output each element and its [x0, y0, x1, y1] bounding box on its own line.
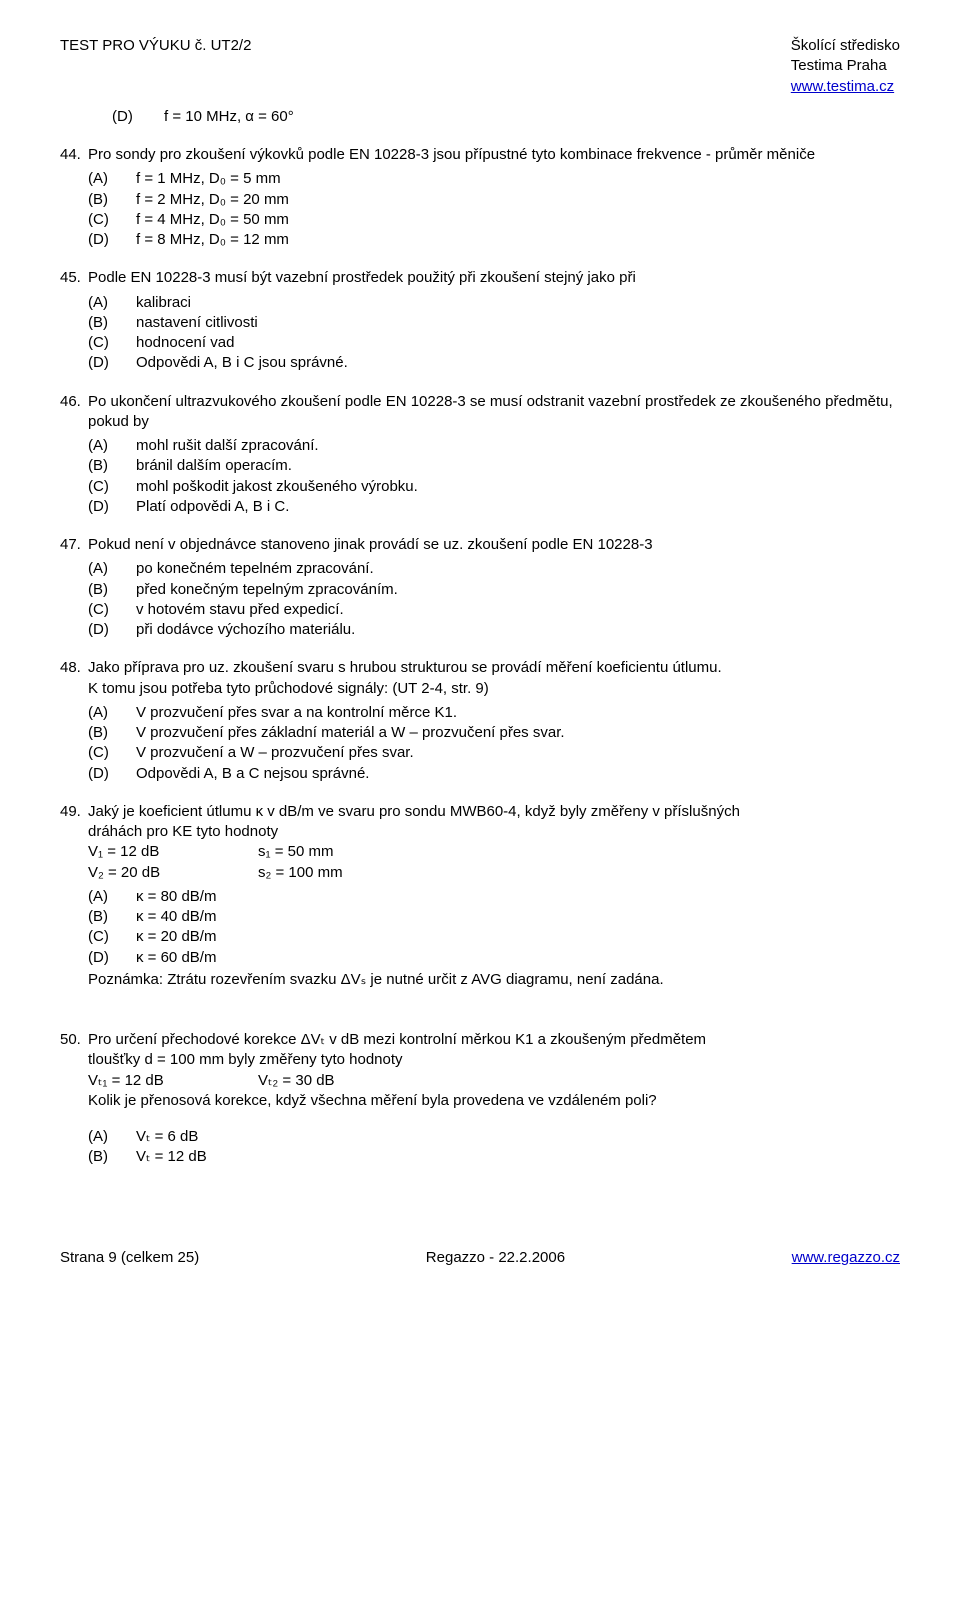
question-50: 50. Pro určení přechodové korekce ΔVₜ v … — [60, 1030, 900, 1168]
answer-a: (A)Vₜ = 6 dB — [88, 1127, 900, 1147]
question-number: 50. — [60, 1030, 88, 1111]
question-48: 48. Jako příprava pro uz. zkoušení svaru… — [60, 658, 900, 784]
question-46: 46. Po ukončení ultrazvukového zkoušení … — [60, 392, 900, 518]
question-stem: Pro sondy pro zkoušení výkovků podle EN … — [88, 145, 900, 165]
header-link[interactable]: www.testima.cz — [791, 78, 894, 95]
question-45: 45. Podle EN 10228-3 musí být vazební pr… — [60, 268, 900, 373]
orphan-answer-d: (D) f = 10 MHz, α = 60° — [60, 107, 900, 127]
answer-d: (D)při dodávce výchozího materiálu. — [88, 620, 900, 640]
answer-b: (B)bránil dalším operacím. — [88, 456, 900, 476]
question-49: 49. Jaký je koeficient útlumu κ v dB/m v… — [60, 802, 900, 990]
question-number: 47. — [60, 535, 88, 555]
org-name-1: Školící středisko — [791, 36, 900, 56]
answer-d: (D)f = 8 MHz, D₀ = 12 mm — [88, 230, 900, 250]
answer-b: (B)κ = 40 dB/m — [88, 907, 900, 927]
answer-d: (D)κ = 60 dB/m — [88, 948, 900, 968]
question-note: Poznámka: Ztrátu rozevřením svazku ΔVₛ j… — [88, 970, 900, 990]
org-name-2: Testima Praha — [791, 56, 900, 76]
header-left: TEST PRO VÝUKU č. UT2/2 — [60, 36, 251, 97]
page-footer: Strana 9 (celkem 25) Regazzo - 22.2.2006… — [60, 1248, 900, 1268]
answer-c: (C)hodnocení vad — [88, 333, 900, 353]
question-44: 44. Pro sondy pro zkoušení výkovků podle… — [60, 145, 900, 250]
footer-link[interactable]: www.regazzo.cz — [792, 1248, 900, 1268]
answer-b: (B)nastavení citlivosti — [88, 313, 900, 333]
question-47: 47. Pokud není v objednávce stanoveno ji… — [60, 535, 900, 640]
header-right: Školící středisko Testima Praha www.test… — [791, 36, 900, 97]
answer-a: (A)kalibraci — [88, 293, 900, 313]
answer-a: (A)f = 1 MHz, D₀ = 5 mm — [88, 169, 900, 189]
answer-c: (C)f = 4 MHz, D₀ = 50 mm — [88, 210, 900, 230]
answer-b: (B)Vₜ = 12 dB — [88, 1147, 900, 1167]
answer-b: (B)před konečným tepelným zpracováním. — [88, 580, 900, 600]
footer-center: Regazzo - 22.2.2006 — [426, 1248, 565, 1268]
answer-c: (C)κ = 20 dB/m — [88, 927, 900, 947]
answer-a: (A)po konečném tepelném zpracování. — [88, 559, 900, 579]
question-stem: Pokud není v objednávce stanoveno jinak … — [88, 535, 900, 555]
answer-b: (B)V prozvučení přes základní materiál a… — [88, 723, 900, 743]
answer-c: (C)mohl poškodit jakost zkoušeného výrob… — [88, 477, 900, 497]
page-header: TEST PRO VÝUKU č. UT2/2 Školící středisk… — [60, 36, 900, 97]
answer-c: (C)V prozvučení a W – prozvučení přes sv… — [88, 743, 900, 763]
answer-c: (C)v hotovém stavu před expedicí. — [88, 600, 900, 620]
answer-d: (D)Platí odpovědi A, B i C. — [88, 497, 900, 517]
answer-a: (A)κ = 80 dB/m — [88, 887, 900, 907]
footer-left: Strana 9 (celkem 25) — [60, 1248, 199, 1268]
question-number: 46. — [60, 392, 88, 433]
question-number: 45. — [60, 268, 88, 288]
question-stem: Pro určení přechodové korekce ΔVₜ v dB m… — [88, 1030, 900, 1111]
answer-a: (A)mohl rušit další zpracování. — [88, 436, 900, 456]
question-number: 49. — [60, 802, 88, 883]
question-stem: Jako příprava pro uz. zkoušení svaru s h… — [88, 658, 900, 699]
answer-d: (D)Odpovědi A, B i C jsou správné. — [88, 353, 900, 373]
answer-b: (B)f = 2 MHz, D₀ = 20 mm — [88, 190, 900, 210]
answer-d: (D)Odpovědi A, B a C nejsou správné. — [88, 764, 900, 784]
answer-text: f = 10 MHz, α = 60° — [164, 107, 900, 127]
answer-a: (A)V prozvučení přes svar a na kontrolní… — [88, 703, 900, 723]
question-stem: Po ukončení ultrazvukového zkoušení podl… — [88, 392, 900, 433]
question-number: 48. — [60, 658, 88, 699]
question-number: 44. — [60, 145, 88, 165]
question-stem: Podle EN 10228-3 musí být vazební prostř… — [88, 268, 900, 288]
question-stem: Jaký je koeficient útlumu κ v dB/m ve sv… — [88, 802, 900, 883]
answer-label: (D) — [112, 107, 164, 127]
